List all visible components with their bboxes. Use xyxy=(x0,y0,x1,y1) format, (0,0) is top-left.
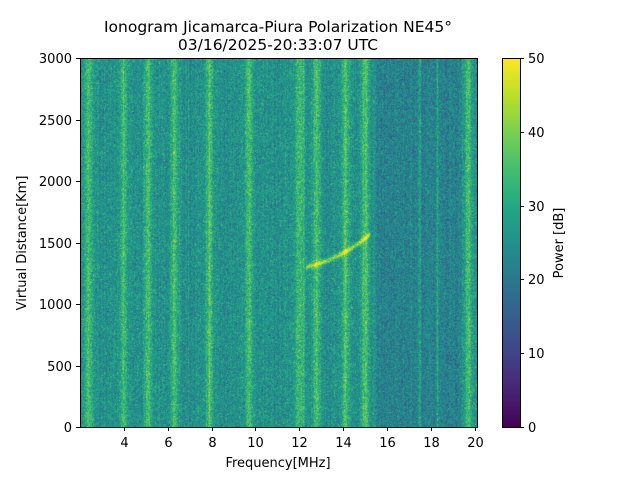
y-tick-label: 500 xyxy=(47,360,72,375)
chart-title-line2: 03/16/2025-20:33:07 UTC xyxy=(178,36,378,54)
plot-frame xyxy=(80,58,478,428)
y-tick-label: 2000 xyxy=(39,175,72,190)
y-axis-label: Virtual Distance[Km] xyxy=(15,176,30,311)
colorbar-gradient xyxy=(502,58,520,427)
heatmap-plot-area xyxy=(80,58,478,428)
x-tick-label: 10 xyxy=(247,436,264,451)
colorbar-tick-label: 30 xyxy=(528,200,545,215)
colorbar-tick-label: 40 xyxy=(528,126,545,141)
heatmap-image xyxy=(80,58,477,427)
y-tick-label: 1000 xyxy=(39,298,72,313)
colorbar-tick-label: 20 xyxy=(528,273,545,288)
x-tick-label: 20 xyxy=(467,436,484,451)
colorbar-ticks: 0 10 20 30 40 50 xyxy=(520,52,545,436)
y-tick-label: 3000 xyxy=(39,52,72,67)
y-tick-label: 1500 xyxy=(39,237,72,252)
x-tick-label: 6 xyxy=(164,436,172,451)
x-tick-label: 16 xyxy=(379,436,396,451)
x-axis-label: Frequency[MHz] xyxy=(225,456,330,471)
colorbar-label: Power [dB] xyxy=(552,208,567,279)
x-tick-label: 12 xyxy=(291,436,308,451)
colorbar-frame xyxy=(502,58,521,428)
x-tick-label: 4 xyxy=(120,436,128,451)
y-tick-label: 2500 xyxy=(39,114,72,129)
x-axis-ticks: 4 6 8 10 12 14 16 18 20 xyxy=(120,427,484,451)
chart-title-line1: Ionogram Jicamarca-Piura Polarization NE… xyxy=(104,18,452,36)
x-tick-label: 18 xyxy=(423,436,440,451)
colorbar xyxy=(502,58,521,428)
colorbar-tick-label: 50 xyxy=(528,52,545,67)
x-tick-label: 14 xyxy=(335,436,352,451)
x-tick-label: 8 xyxy=(208,436,216,451)
colorbar-tick-label: 10 xyxy=(528,347,545,362)
y-axis-ticks: 0 500 1000 1500 2000 2500 3000 xyxy=(39,52,80,436)
colorbar-tick-label: 0 xyxy=(528,421,536,436)
y-tick-label: 0 xyxy=(64,421,72,436)
